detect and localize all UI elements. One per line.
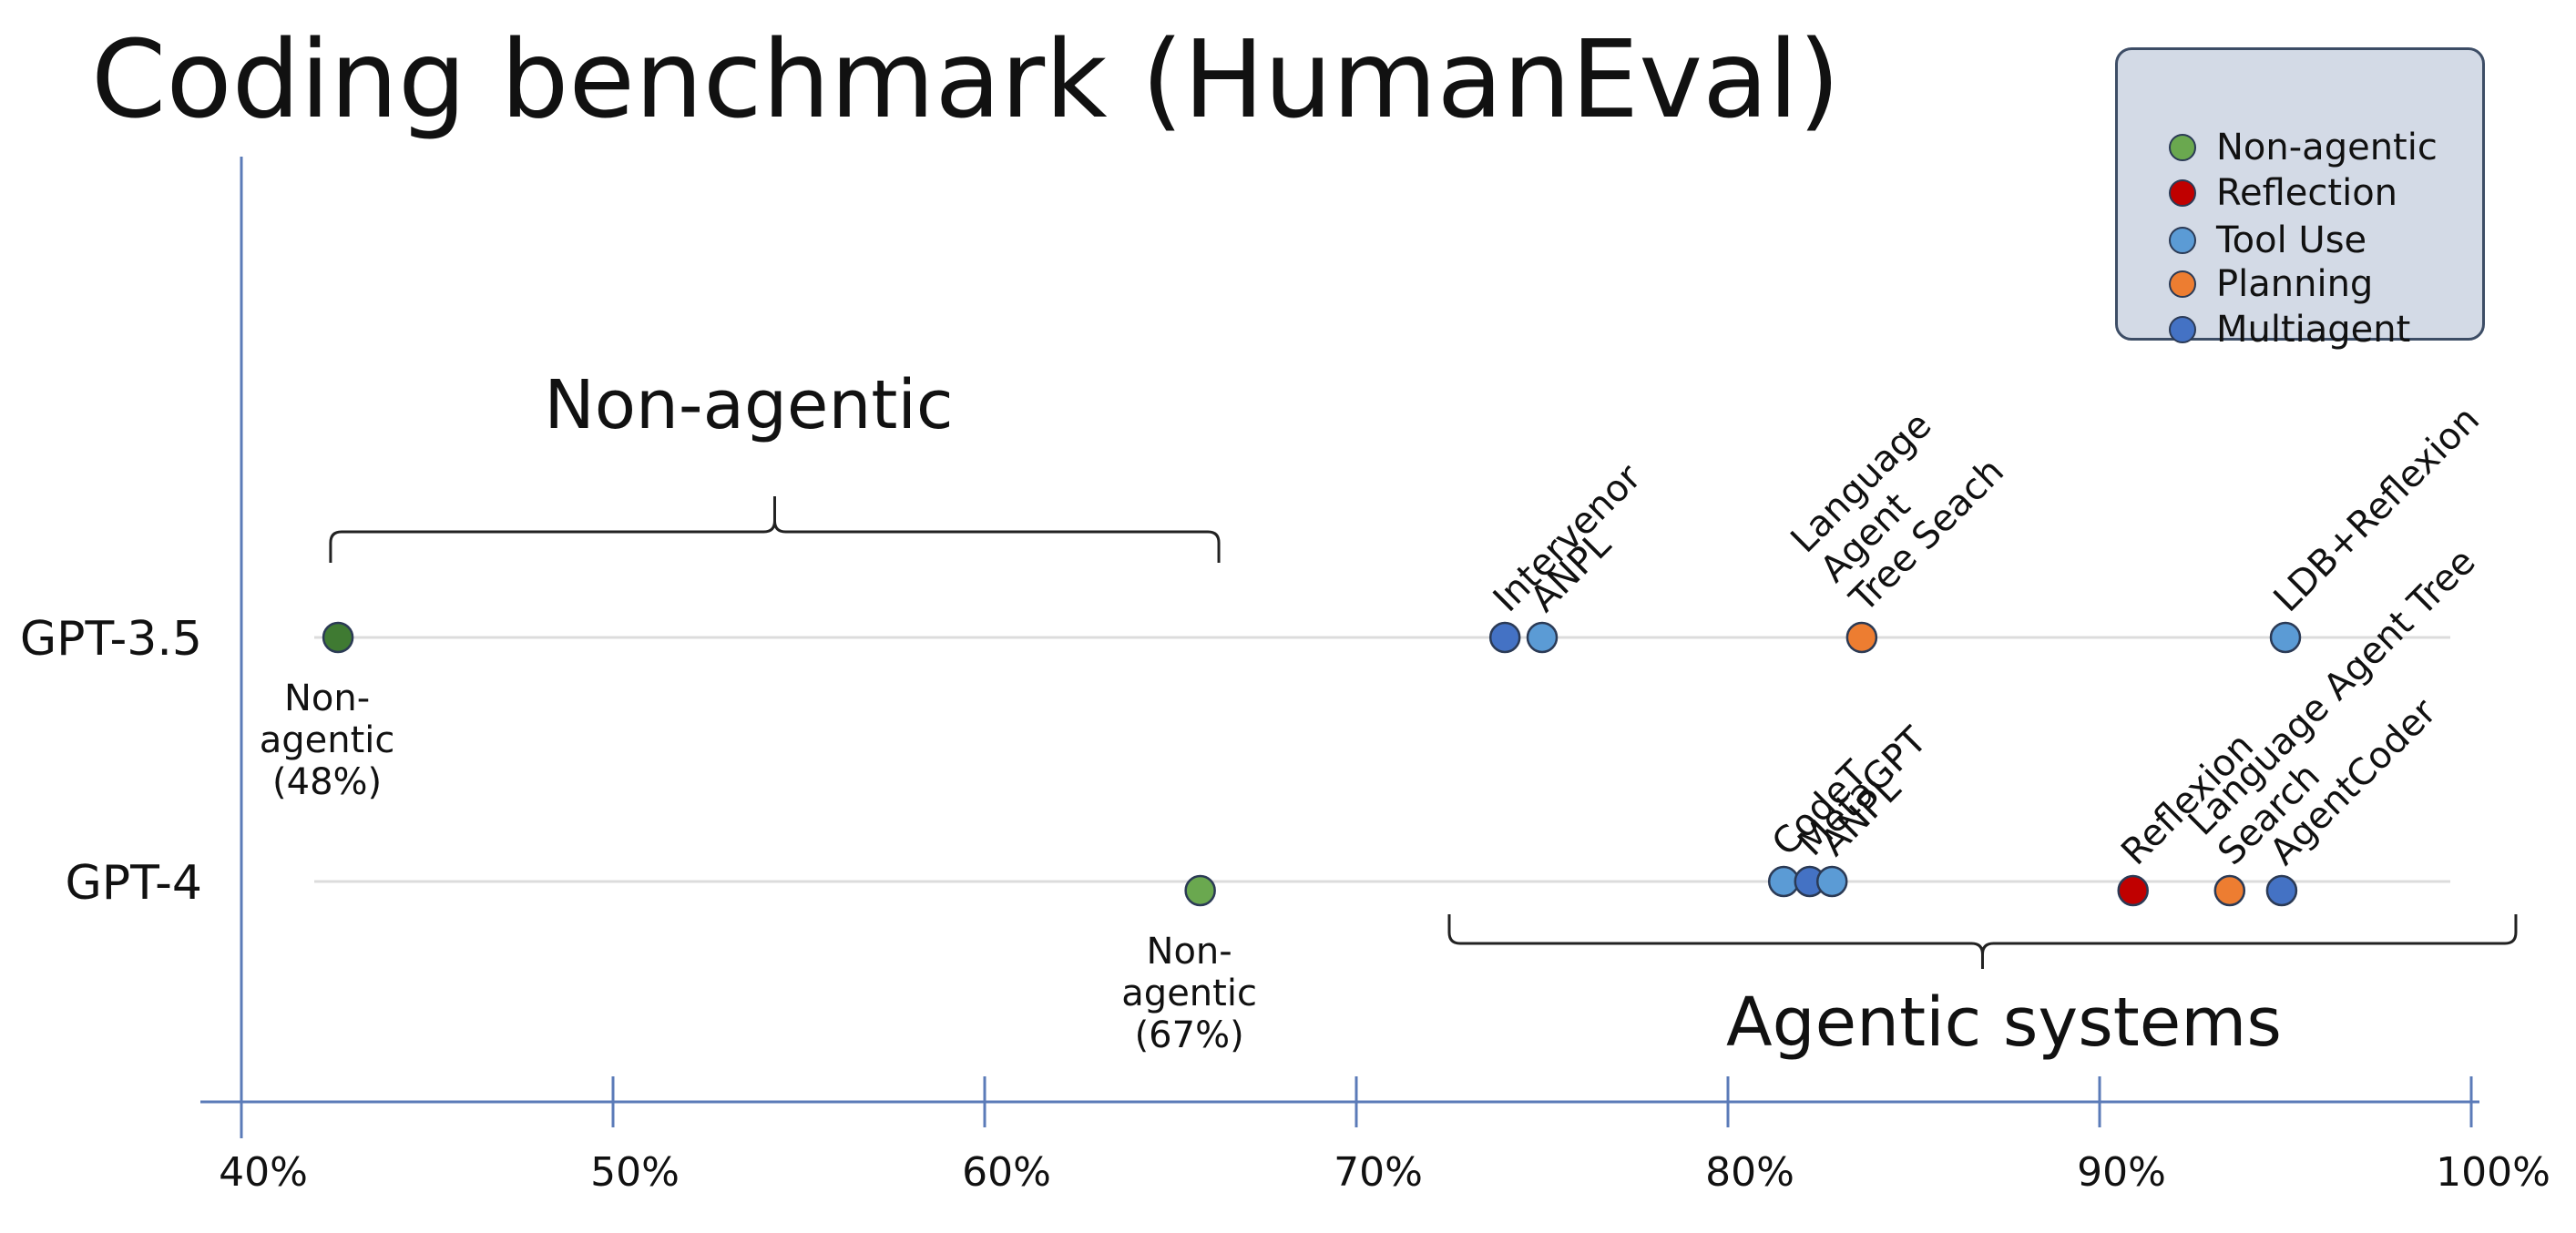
x-tick-label: 80% (1705, 1149, 1794, 1196)
chart-title: Coding benchmark (HumanEval) (91, 16, 1841, 142)
bracket (1447, 914, 2518, 969)
point-label-line: Non- (1147, 931, 1232, 973)
point-labels: Non-agentic (48%)IntervenorANPLLanguageAg… (260, 391, 2513, 1056)
data-point (1526, 621, 1559, 654)
bracket-annotations: Non-agentic Agentic systems (329, 366, 2518, 1062)
legend-label: Reflection (2216, 172, 2398, 214)
point-label-line: agentic (260, 719, 395, 761)
point-label: Non-agentic (48%) (260, 678, 395, 803)
x-tick-label: 70% (1334, 1149, 1423, 1196)
x-tick-label: 90% (2077, 1149, 2166, 1196)
legend-item: Tool Use (2169, 219, 2366, 261)
data-point (1488, 621, 1521, 654)
legend-swatch (2169, 227, 2196, 254)
data-point (1184, 874, 1216, 907)
legend: Non-agentic Reflection Tool Use Planning… (2115, 47, 2485, 351)
bracket (329, 496, 1221, 563)
point-label-line: (48%) (272, 761, 382, 803)
data-point (1767, 865, 1800, 898)
data-point (2269, 621, 2302, 654)
legend-item: Non-agentic (2169, 127, 2438, 168)
legend-swatch (2169, 270, 2196, 298)
x-tick-label: 50% (590, 1149, 680, 1196)
legend-swatch (2169, 179, 2196, 207)
x-tick-label: 100% (2436, 1149, 2550, 1196)
row-gridlines (314, 636, 2450, 883)
point-label: Non-agentic (67%) (1121, 931, 1257, 1056)
legend-item: Reflection (2169, 172, 2397, 214)
bracket-label: Non-agentic (544, 366, 953, 444)
legend-label: Tool Use (2216, 219, 2367, 261)
data-point (1815, 865, 1848, 898)
data-point (2117, 874, 2149, 907)
row-label: GPT-3.5 (20, 612, 202, 667)
row-label: GPT-4 (66, 856, 203, 911)
legend-item: Planning (2169, 263, 2373, 305)
data-point (1845, 621, 1878, 654)
legend-label: Multiagent (2216, 309, 2411, 351)
point-label-line: (67%) (1135, 1014, 1244, 1056)
x-tick-label: 40% (219, 1149, 308, 1196)
legend-item: Multiagent (2169, 309, 2410, 351)
axes: GPT-3.5 GPT-4 40% 50% 60% 70% 80% 90% 100% (20, 157, 2550, 1196)
point-label-line: Non- (284, 678, 370, 719)
data-point (322, 621, 354, 654)
point-label-line: agentic (1121, 973, 1257, 1014)
bracket-label: Agentic systems (1726, 983, 2282, 1062)
legend-swatch (2169, 134, 2196, 161)
data-point (2213, 874, 2246, 907)
legend-label: Planning (2216, 263, 2374, 305)
legend-label: Non-agentic (2216, 127, 2438, 168)
data-point (2265, 874, 2298, 907)
point-label: LanguageAgentTree Seach (1783, 391, 2012, 620)
point-label: Language Agent TreeSearch (2181, 541, 2513, 873)
data-points (322, 621, 2302, 907)
x-tick-label: 60% (962, 1149, 1051, 1196)
legend-swatch (2169, 316, 2196, 343)
